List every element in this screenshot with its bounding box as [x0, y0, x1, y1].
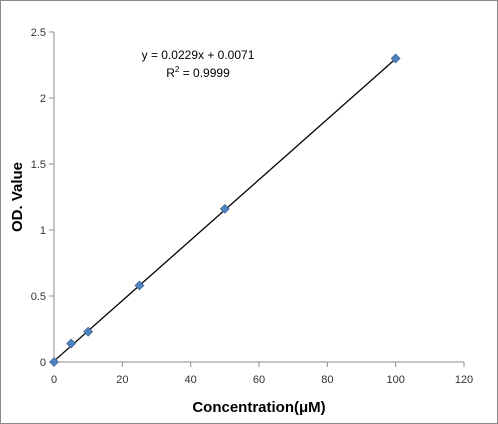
- r-squared-prefix: R: [166, 66, 175, 80]
- data-point: [390, 53, 401, 64]
- data-point: [66, 338, 77, 349]
- data-point: [219, 203, 230, 214]
- data-point: [83, 326, 94, 337]
- x-tick-label: 100: [386, 374, 404, 386]
- r-squared-value: = 0.9999: [179, 66, 230, 80]
- y-ticks: 0 0.5 1 1.5 2 2.5: [31, 27, 54, 369]
- y-tick-label: 0: [40, 357, 46, 369]
- y-tick-label: 0.5: [31, 291, 46, 303]
- axes: [53, 32, 464, 363]
- r-squared-superscript: 2: [175, 65, 180, 74]
- y-tick-label: 1: [40, 225, 46, 237]
- x-tick-label: 0: [51, 374, 57, 386]
- y-axis-title: OD. Value: [9, 162, 26, 232]
- x-tick-label: 60: [253, 374, 265, 386]
- data-point: [49, 357, 59, 367]
- r-squared-label: R2 = 0.9999: [166, 65, 230, 80]
- x-tick-label: 40: [185, 374, 197, 386]
- data-points: [49, 53, 401, 367]
- trendline-equation: y = 0.0229x + 0.0071: [142, 48, 255, 62]
- x-tick-label: 120: [455, 374, 473, 386]
- x-axis-title: Concentration(μM): [192, 399, 325, 416]
- x-tick-label: 20: [116, 374, 128, 386]
- x-ticks: 0 20 40 60 80 100 120: [51, 362, 473, 386]
- y-tick-label: 1.5: [31, 159, 46, 171]
- y-tick-label: 2: [40, 93, 46, 105]
- x-tick-label: 80: [321, 374, 333, 386]
- y-tick-label: 2.5: [31, 27, 46, 39]
- data-point: [134, 280, 145, 291]
